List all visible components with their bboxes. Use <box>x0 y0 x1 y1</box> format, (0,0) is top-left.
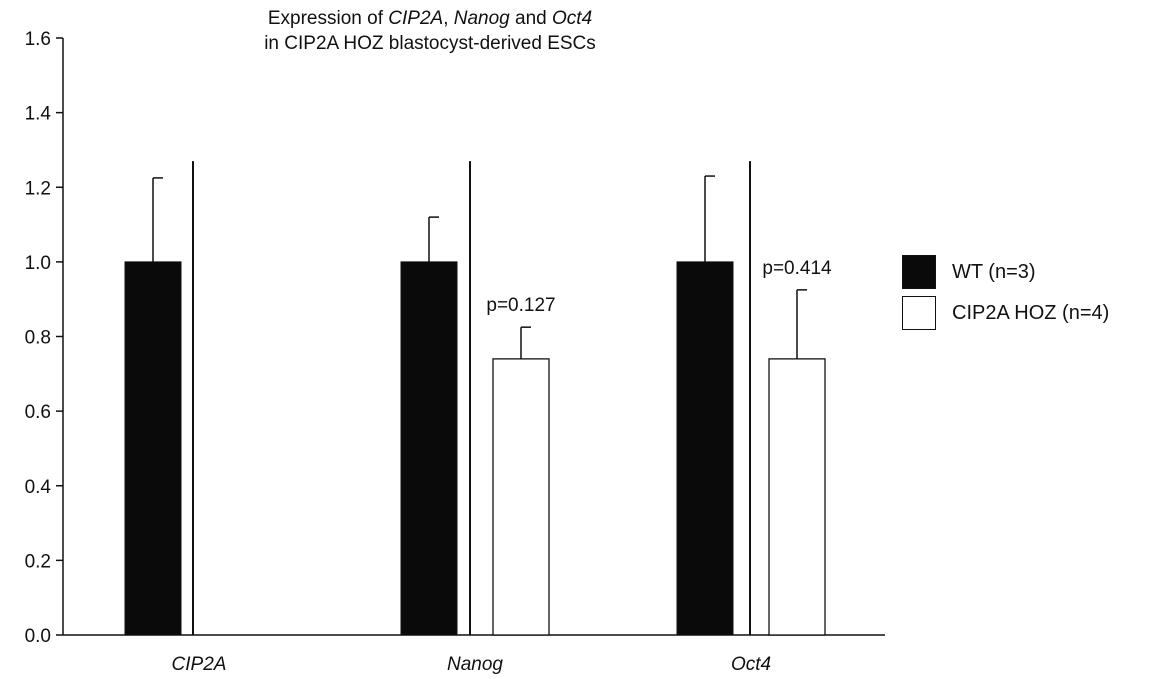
bar-wt <box>124 261 182 636</box>
title-separator: and <box>509 8 553 29</box>
x-category-label: Nanog <box>447 654 503 675</box>
title-gene-oct4: Oct4 <box>552 8 593 29</box>
y-tick-label: 0.6 <box>25 402 51 423</box>
legend-label-wt: WT (n=3) <box>952 260 1036 283</box>
bar-hoz <box>492 358 550 636</box>
bar-wt <box>400 261 458 636</box>
y-tick-label: 0.2 <box>25 551 51 572</box>
legend-swatch-wt <box>902 255 936 289</box>
title-line-2: in CIP2A HOZ blastocyst-derived ESCs <box>264 33 596 54</box>
x-category-label: Oct4 <box>731 654 771 675</box>
title-gene-cip2a: CIP2A <box>388 8 444 29</box>
legend-item-wt: WT (n=3) <box>902 255 1109 289</box>
title-gene-nanog: Nanog <box>453 8 510 29</box>
bar-hoz <box>768 358 826 636</box>
y-tick-label: 0.4 <box>25 477 52 498</box>
y-tick-label: 1.4 <box>25 104 52 125</box>
legend: WT (n=3) CIP2A HOZ (n=4) <box>902 255 1109 337</box>
legend-label-hoz: CIP2A HOZ (n=4) <box>952 301 1110 324</box>
y-tick-label: 1.6 <box>25 29 51 50</box>
y-tick-label: 0.8 <box>25 328 51 349</box>
title-prefix: Expression of <box>267 8 389 29</box>
legend-item-hoz: CIP2A HOZ (n=4) <box>902 296 1109 330</box>
bar-wt <box>676 261 734 636</box>
p-value-label: p=0.127 <box>486 295 555 316</box>
y-tick-label: 1.0 <box>25 253 51 274</box>
title-line-1: Expression of CIP2A, Nanog and Oct4 <box>150 6 710 31</box>
x-category-label: CIP2A <box>172 654 227 675</box>
title-separator: , <box>443 8 454 29</box>
chart-title: Expression of CIP2A, Nanog and Oct4 in C… <box>150 6 710 56</box>
y-tick-label: 0.0 <box>25 626 51 647</box>
legend-swatch-hoz <box>902 296 936 330</box>
p-value-label: p=0.414 <box>762 258 832 279</box>
y-tick-label: 1.2 <box>25 178 51 199</box>
